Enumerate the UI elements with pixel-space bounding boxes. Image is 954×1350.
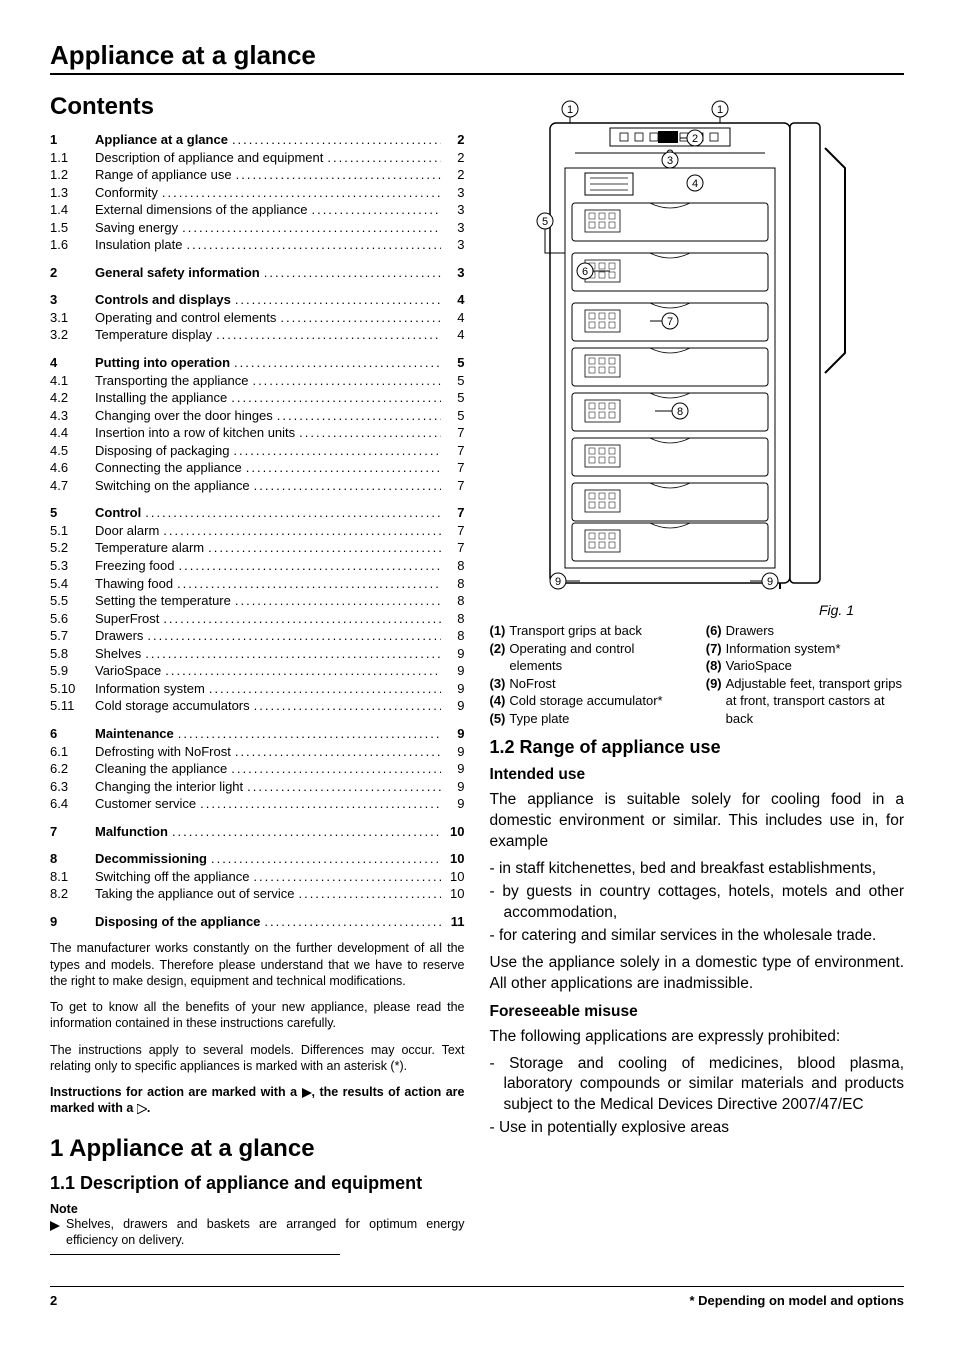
toc-row: 5.5Setting the temperature8 [50,592,465,610]
toc-row: 3Controls and displays4 [50,291,465,309]
misuse-p1: The following applications are expressly… [490,1027,905,1048]
action-marker-note: Instructions for action are marked with … [50,1084,465,1117]
toc-row: 4.1Transporting the appliance5 [50,372,465,390]
legend-item: (9) Adjustable feet, transport grips at … [706,675,904,728]
legend-item: (8) VarioSpace [706,657,904,675]
toc-row: 1.5Saving energy3 [50,219,465,237]
section-1-heading: 1 Appliance at a glance [50,1135,465,1163]
intended-use-p2: Use the appliance solely in a domestic t… [490,953,905,995]
svg-text:5: 5 [541,216,547,228]
toc-row: 5.9VarioSpace9 [50,662,465,680]
list-item: Use in potentially explosive areas [490,1118,905,1139]
note-divider [50,1254,340,1255]
legend-item: (6) Drawers [706,622,904,640]
read-instructions-note: To get to know all the benefits of your … [50,999,465,1032]
figure-1: 1 1 2 3 4 5 6 7 8 9 9 [490,93,905,598]
figure-1-caption: Fig. 1 [490,602,905,618]
svg-text:4: 4 [691,178,697,190]
toc-row: 5.3Freezing food8 [50,557,465,575]
note-body: Shelves, drawers and baskets are arrange… [50,1216,465,1249]
toc-row: 4.3Changing over the door hinges5 [50,407,465,425]
page-footer: 2 * Depending on model and options [50,1286,904,1308]
svg-text:7: 7 [666,316,672,328]
toc-row: 1.3Conformity3 [50,184,465,202]
intended-use-list: in staff kitchenettes, bed and breakfast… [490,859,905,947]
svg-text:1: 1 [566,104,572,116]
toc-row: 6.3Changing the interior light9 [50,778,465,796]
svg-text:2: 2 [691,133,697,145]
filled-triangle-icon [50,1219,60,1249]
page-number: 2 [50,1293,57,1308]
toc-row: 4.7Switching on the appliance7 [50,477,465,495]
toc-row: 5.8Shelves9 [50,645,465,663]
svg-text:9: 9 [766,576,772,588]
right-column: 1 1 2 3 4 5 6 7 8 9 9 Fig. 1 (1) Transport grips a… [490,93,905,1261]
legend-item: (3) NoFrost [490,675,688,693]
contents-heading: Contents [50,93,465,121]
list-item: by guests in country cottages, hotels, m… [490,882,905,924]
toc-row: 1.2Range of appliance use2 [50,166,465,184]
toc-row: 5.10Information system9 [50,680,465,698]
toc-row: 1.4External dimensions of the appliance3 [50,201,465,219]
svg-text:3: 3 [666,155,672,167]
toc-row: 5.4Thawing food8 [50,575,465,593]
legend-item: (5) Type plate [490,710,688,728]
toc-row: 5.11Cold storage accumulators9 [50,697,465,715]
toc-row: 4Putting into operation5 [50,354,465,372]
toc-row: 7Malfunction10 [50,823,465,841]
figure-legend: (1) Transport grips at back(2) Operating… [490,622,905,727]
legend-item: (7) Information system* [706,640,904,658]
toc-row: 5.6SuperFrost8 [50,610,465,628]
note-label: Note [50,1202,465,1216]
svg-text:1: 1 [716,104,722,116]
toc-row: 1.6Insulation plate3 [50,236,465,254]
toc-row: 1.1Description of appliance and equipmen… [50,149,465,167]
legend-item: (2) Operating and control elements [490,640,688,675]
intended-use-label: Intended use [490,766,905,784]
list-item: for catering and similar services in the… [490,926,905,947]
svg-text:9: 9 [554,576,560,588]
list-item: Storage and cooling of medicines, blood … [490,1054,905,1117]
table-of-contents: 1Appliance at a glance21.1Description of… [50,131,465,930]
misuse-list: Storage and cooling of medicines, blood … [490,1054,905,1140]
left-column: Contents 1Appliance at a glance21.1Descr… [50,93,465,1261]
toc-row: 4.2Installing the appliance5 [50,389,465,407]
toc-row: 5.1Door alarm7 [50,522,465,540]
toc-row: 4.5Disposing of packaging7 [50,442,465,460]
toc-row: 6.1Defrosting with NoFrost9 [50,743,465,761]
page-running-title: Appliance at a glance [50,40,904,75]
toc-row: 4.6Connecting the appliance7 [50,459,465,477]
toc-row: 5Control7 [50,504,465,522]
intended-use-p1: The appliance is suitable solely for coo… [490,790,905,853]
toc-row: 6Maintenance9 [50,725,465,743]
manufacturer-note: The manufacturer works constantly on the… [50,940,465,989]
toc-row: 6.4Customer service9 [50,795,465,813]
section-1-1-heading: 1.1 Description of appliance and equipme… [50,1173,465,1194]
toc-row: 2General safety information3 [50,264,465,282]
appliance-diagram: 1 1 2 3 4 5 6 7 8 9 9 [490,93,920,593]
svg-text:6: 6 [581,266,587,278]
toc-row: 8Decommissioning10 [50,850,465,868]
footer-note: * Depending on model and options [690,1293,905,1308]
toc-row: 5.7Drawers8 [50,627,465,645]
toc-row: 4.4Insertion into a row of kitchen units… [50,424,465,442]
filled-triangle-icon [302,1088,312,1098]
legend-item: (4) Cold storage accumulator* [490,692,688,710]
section-1-2-heading: 1.2 Range of appliance use [490,737,905,758]
legend-item: (1) Transport grips at back [490,622,688,640]
toc-row: 8.2Taking the appliance out of service10 [50,885,465,903]
toc-row: 3.1Operating and control elements4 [50,309,465,327]
toc-row: 9Disposing of the appliance11 [50,913,465,931]
toc-row: 8.1Switching off the appliance10 [50,868,465,886]
toc-row: 6.2Cleaning the appliance9 [50,760,465,778]
toc-row: 5.2Temperature alarm7 [50,539,465,557]
misuse-label: Foreseeable misuse [490,1003,905,1021]
toc-row: 1Appliance at a glance2 [50,131,465,149]
models-note: The instructions apply to several models… [50,1042,465,1075]
svg-text:8: 8 [676,406,682,418]
toc-row: 3.2Temperature display4 [50,326,465,344]
outline-triangle-icon [137,1104,147,1114]
list-item: in staff kitchenettes, bed and breakfast… [490,859,905,880]
